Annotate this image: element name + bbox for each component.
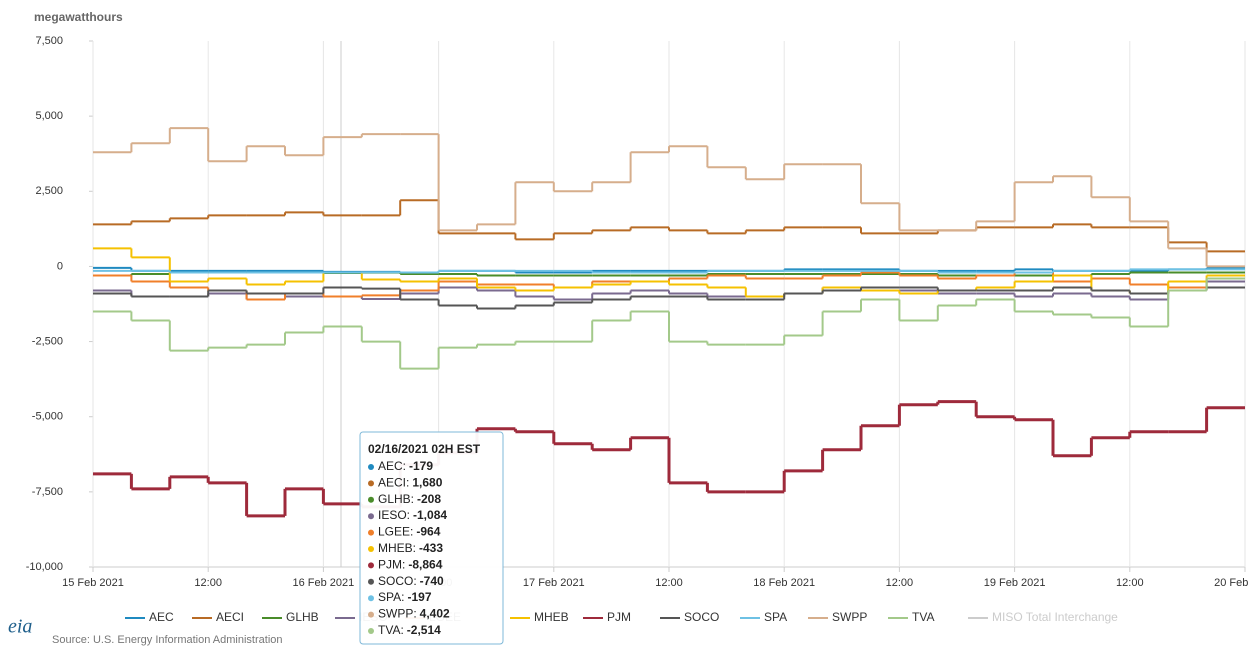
tooltip-row: SOCO: -740 bbox=[378, 574, 444, 588]
legend-label: TVA bbox=[912, 610, 934, 624]
legend-label: PJM bbox=[607, 610, 631, 624]
tooltip-dot bbox=[368, 628, 374, 634]
legend-label: MHEB bbox=[534, 610, 569, 624]
tooltip-row: LGEE: -964 bbox=[378, 525, 441, 539]
x-tick-label: 12:00 bbox=[886, 577, 914, 589]
tooltip-title: 02/16/2021 02H EST bbox=[368, 442, 481, 456]
tooltip-name: SPA: bbox=[378, 590, 404, 604]
tooltip-value: 1,680 bbox=[412, 476, 442, 490]
tooltip-dot bbox=[368, 464, 374, 470]
tooltip-dot bbox=[368, 595, 374, 602]
y-tick-label: 7,500 bbox=[35, 35, 63, 47]
tooltip-dot bbox=[368, 578, 374, 585]
tooltip-name: PJM: bbox=[378, 558, 405, 572]
tooltip-dot bbox=[368, 513, 374, 520]
x-tick-label: 19 Feb 2021 bbox=[984, 577, 1046, 589]
legend-label: AEC bbox=[149, 610, 174, 624]
x-tick-label: 18 Feb 2021 bbox=[753, 577, 815, 589]
tooltip-box bbox=[359, 431, 504, 645]
source: Source: U.S. Energy Information Administ… bbox=[52, 634, 283, 646]
y-tick-label: 0 bbox=[57, 260, 63, 272]
tooltip-value: -197 bbox=[407, 590, 431, 604]
tooltip-name: SOCO: bbox=[378, 574, 417, 588]
tooltip-dot bbox=[368, 496, 374, 503]
tooltip-row: GLHB: -208 bbox=[378, 492, 441, 506]
x-tick-label: 12:00 bbox=[194, 577, 222, 589]
y-tick-label: 2,500 bbox=[35, 185, 63, 197]
legend-label: SOCO bbox=[684, 610, 719, 624]
legend-label: SPA bbox=[764, 610, 787, 624]
x-tick-label: 15 Feb 2021 bbox=[62, 577, 124, 589]
tooltip-name: AEC: bbox=[378, 459, 406, 473]
x-tick-label: 17 Feb 2021 bbox=[523, 577, 585, 589]
legend-label: MISO Total Interchange bbox=[992, 610, 1118, 624]
tooltip-dot bbox=[368, 529, 374, 536]
tooltip-name: AECI: bbox=[378, 476, 409, 490]
x-tick-label: 16 Feb 2021 bbox=[293, 577, 355, 589]
legend-label: SWPP bbox=[832, 610, 867, 624]
tooltip-dot bbox=[368, 546, 374, 552]
series bbox=[93, 127, 1245, 268]
tooltip-value: -740 bbox=[420, 574, 444, 588]
tooltip-name: IESO: bbox=[378, 508, 410, 522]
tooltip-row: PJM: -8,864 bbox=[378, 558, 443, 572]
tooltip-name: MHEB: bbox=[378, 541, 416, 555]
logo: eia bbox=[8, 616, 32, 638]
series bbox=[93, 199, 1245, 253]
x-tick-label: 12:00 bbox=[1116, 577, 1144, 589]
y-tick-label: 5,000 bbox=[35, 110, 63, 122]
tooltip-row: TVA: -2,514 bbox=[378, 623, 441, 637]
series bbox=[93, 277, 1245, 370]
y-tick-label: -2,500 bbox=[32, 335, 63, 347]
tooltip-row: MHEB: -433 bbox=[378, 541, 443, 555]
tooltip-value: -2,514 bbox=[407, 623, 441, 637]
tooltip-value: -179 bbox=[409, 459, 433, 473]
tooltip-row: IESO: -1,084 bbox=[378, 508, 447, 522]
legend-label: GLHB bbox=[286, 610, 319, 624]
y-axis-label: megawatthours bbox=[34, 10, 123, 24]
y-tick-label: -7,500 bbox=[32, 486, 63, 498]
tooltip-name: LGEE: bbox=[378, 525, 413, 539]
tooltip-name: TVA: bbox=[378, 623, 404, 637]
tooltip-value: -208 bbox=[417, 492, 441, 506]
legend-label: AECI bbox=[216, 610, 244, 624]
tooltip-name: SWPP: bbox=[378, 607, 417, 621]
tooltip-dot bbox=[368, 480, 374, 487]
tooltip-row: AEC: -179 bbox=[378, 459, 433, 473]
tooltip-value: -964 bbox=[416, 525, 440, 539]
series bbox=[93, 268, 1245, 274]
tooltip-row: SPA: -197 bbox=[378, 590, 432, 604]
tooltip-row: AECI: 1,680 bbox=[378, 476, 443, 490]
tooltip-value: -1,084 bbox=[413, 508, 447, 522]
tooltip-value: 4,402 bbox=[420, 607, 450, 621]
x-tick-label: 12:00 bbox=[655, 577, 683, 589]
tooltip-name: GLHB: bbox=[378, 492, 414, 506]
tooltip-dot bbox=[368, 611, 374, 618]
y-tick-label: -10,000 bbox=[26, 561, 63, 573]
y-tick-label: -5,000 bbox=[32, 411, 63, 423]
tooltip-value: -433 bbox=[419, 541, 443, 555]
x-tick-label: 20 Feb 2021 bbox=[1214, 577, 1249, 589]
tooltip-value: -8,864 bbox=[408, 558, 442, 572]
tooltip-row: SWPP: 4,402 bbox=[378, 607, 450, 621]
tooltip-dot bbox=[368, 562, 374, 569]
